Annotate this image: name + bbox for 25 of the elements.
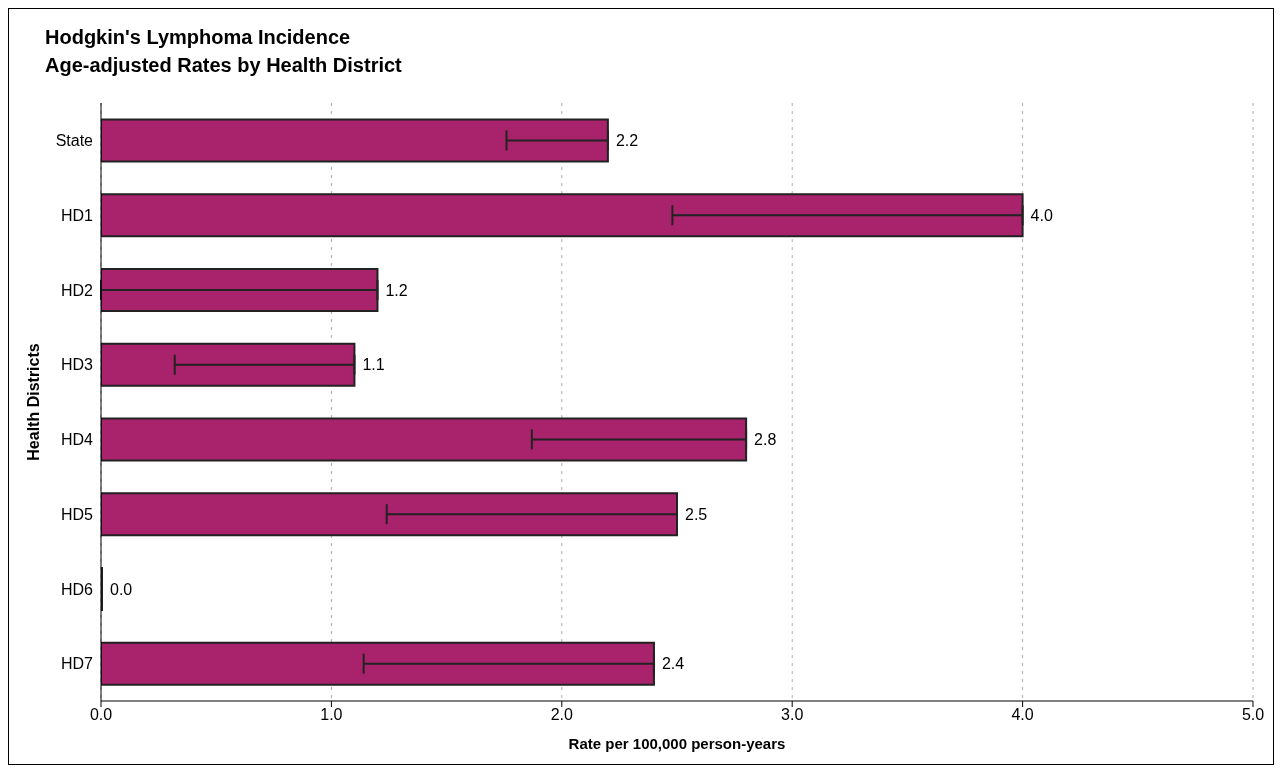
x-tick-label: 2.0 — [550, 706, 574, 724]
data-label: 2.8 — [754, 431, 777, 449]
x-axis-title: Rate per 100,000 person-years — [568, 735, 786, 752]
y-tick-label: HD4 — [60, 431, 94, 449]
x-tick-label: 5.0 — [1241, 706, 1265, 724]
chart-title: Hodgkin's Lymphoma Incidence Age-adjusted Rates by Health District — [45, 25, 402, 78]
y-tick-label: HD6 — [60, 580, 94, 598]
x-tick-label: 1.0 — [320, 706, 343, 724]
data-label: 4.0 — [1030, 206, 1053, 224]
data-label: 2.4 — [661, 655, 685, 673]
data-label: 2.2 — [615, 132, 639, 150]
x-tick-label: 0.0 — [89, 706, 113, 724]
y-axis-title: Health Districts — [24, 343, 42, 461]
y-tick-label: HD7 — [60, 655, 94, 673]
y-tick-label: State — [55, 132, 94, 150]
y-tick-label: HD2 — [60, 281, 94, 299]
x-tick-label: 4.0 — [1011, 706, 1034, 724]
data-label: 2.5 — [685, 505, 708, 523]
data-label: 0.0 — [110, 580, 133, 598]
x-tick-label: 3.0 — [781, 706, 804, 724]
y-tick-label: HD5 — [60, 505, 94, 523]
y-tick-label: HD1 — [60, 206, 94, 224]
data-label: 1.2 — [385, 281, 408, 299]
y-tick-label: HD3 — [60, 356, 94, 374]
data-label: 1.1 — [362, 356, 385, 374]
